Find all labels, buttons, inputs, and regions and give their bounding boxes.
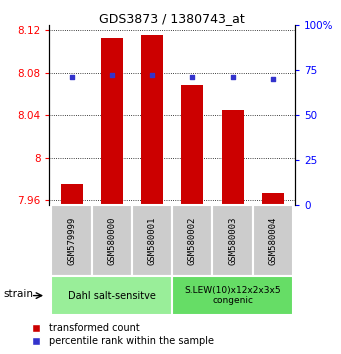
Point bbox=[109, 73, 115, 78]
Bar bbox=[132, 205, 172, 276]
Title: GDS3873 / 1380743_at: GDS3873 / 1380743_at bbox=[99, 12, 245, 25]
Bar bbox=[101, 38, 123, 205]
Bar bbox=[172, 276, 293, 315]
Text: GSM579999: GSM579999 bbox=[67, 217, 76, 265]
Point bbox=[230, 74, 235, 80]
Bar bbox=[212, 205, 253, 276]
Text: S.LEW(10)x12x2x3x5
congenic: S.LEW(10)x12x2x3x5 congenic bbox=[184, 286, 281, 305]
Text: GSM580002: GSM580002 bbox=[188, 217, 197, 265]
Point bbox=[190, 74, 195, 80]
Point bbox=[270, 76, 276, 82]
Text: strain: strain bbox=[3, 289, 33, 299]
Text: GSM580004: GSM580004 bbox=[268, 217, 277, 265]
Bar bbox=[51, 205, 92, 276]
Bar bbox=[253, 205, 293, 276]
Bar bbox=[172, 205, 212, 276]
Text: GSM580001: GSM580001 bbox=[148, 217, 157, 265]
Point bbox=[149, 73, 155, 78]
Bar bbox=[222, 110, 244, 205]
Bar bbox=[60, 184, 83, 205]
Legend: transformed count, percentile rank within the sample: transformed count, percentile rank withi… bbox=[22, 319, 218, 350]
Bar bbox=[262, 193, 284, 205]
Text: GSM580000: GSM580000 bbox=[107, 217, 116, 265]
Bar bbox=[141, 35, 163, 205]
Bar bbox=[181, 85, 203, 205]
Bar bbox=[51, 276, 172, 315]
Text: GSM580003: GSM580003 bbox=[228, 217, 237, 265]
Bar bbox=[92, 205, 132, 276]
Point bbox=[69, 74, 74, 80]
Text: Dahl salt-sensitve: Dahl salt-sensitve bbox=[68, 291, 156, 301]
